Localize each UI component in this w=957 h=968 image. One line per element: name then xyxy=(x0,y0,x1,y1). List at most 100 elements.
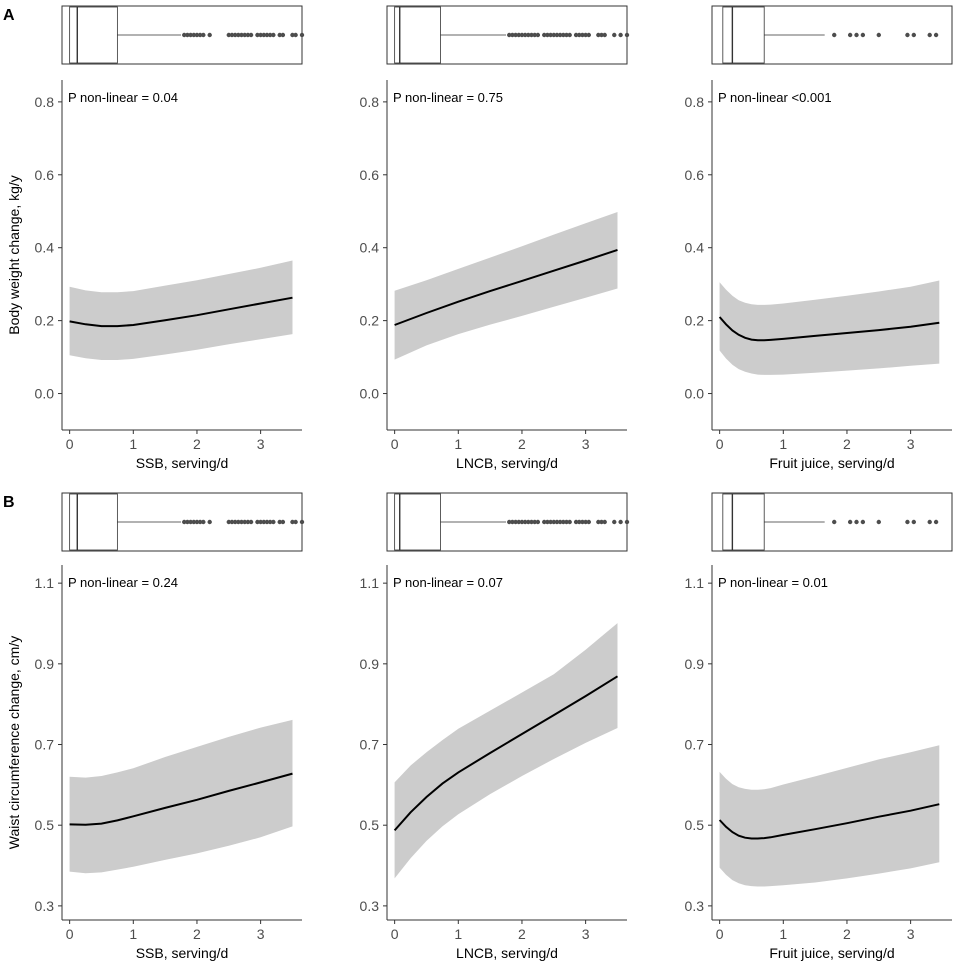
y-tick-label: 0.8 xyxy=(35,94,55,110)
boxplot-frame xyxy=(711,492,953,552)
boxplot-outlier xyxy=(226,32,231,38)
boxplot-outlier xyxy=(513,519,518,525)
boxplot-outlier xyxy=(201,32,206,38)
boxplot-outlier xyxy=(905,32,910,38)
boxplot-outlier xyxy=(599,32,604,38)
boxplot-outlier xyxy=(264,32,270,38)
boxplot-outlier xyxy=(194,32,200,38)
x-tick-label: 1 xyxy=(454,436,462,452)
boxplot-outlier xyxy=(245,32,251,38)
p-nonlinear-annotation: P non-linear <0.001 xyxy=(718,90,832,105)
boxplot-outlier xyxy=(185,32,190,38)
boxplot-outlier xyxy=(191,32,196,38)
x-axis-title: Fruit juice, serving/d xyxy=(769,945,894,961)
y-tick-label: 0.8 xyxy=(685,94,705,110)
boxplot-outlier xyxy=(299,519,305,525)
y-tick-label: 0.9 xyxy=(360,656,380,672)
boxplot-outlier xyxy=(293,519,298,525)
y-tick-label: 1.1 xyxy=(35,575,55,591)
boxplot-outlier xyxy=(248,519,254,525)
boxplot-outlier xyxy=(532,519,537,525)
y-axis-title: Waist circumference change, cm/y xyxy=(6,636,22,849)
x-tick-label: 0 xyxy=(66,926,74,942)
y-tick-label: 0.7 xyxy=(35,737,55,753)
y-tick-label: 0.2 xyxy=(360,313,380,329)
boxplot-outlier xyxy=(612,32,617,38)
p-nonlinear-annotation: P non-linear = 0.75 xyxy=(393,90,503,105)
y-tick-label: 0.0 xyxy=(35,386,55,402)
boxplot-outlier xyxy=(542,32,547,38)
boxplot-outlier xyxy=(529,32,534,38)
x-tick-label: 1 xyxy=(779,926,787,942)
boxplot-outlier xyxy=(927,32,932,38)
boxplot-outlier xyxy=(532,32,537,38)
boxplot-outlier xyxy=(516,32,521,38)
boxplot-outlier xyxy=(267,32,273,38)
y-tick-label: 0.9 xyxy=(35,656,55,672)
boxplot-outlier xyxy=(854,32,859,38)
x-tick-label: 0 xyxy=(716,436,724,452)
y-tick-label: 0.6 xyxy=(360,167,380,183)
x-axis-title: SSB, serving/d xyxy=(136,455,229,471)
boxplot-outlier xyxy=(612,519,617,525)
x-tick-label: 1 xyxy=(779,436,787,452)
y-tick-label: 0.9 xyxy=(685,656,705,672)
x-tick-label: 1 xyxy=(129,436,137,452)
boxplot-outlier xyxy=(876,519,881,525)
boxplot-outlier xyxy=(507,32,512,38)
x-tick-label: 1 xyxy=(454,926,462,942)
boxplot-frame xyxy=(711,5,953,65)
boxplot-outlier xyxy=(602,32,607,38)
x-tick-label: 0 xyxy=(391,436,399,452)
y-tick-label: 0.7 xyxy=(360,737,380,753)
y-tick-label: 0.2 xyxy=(685,313,705,329)
boxplot-outlier xyxy=(280,32,286,38)
boxplot-outlier xyxy=(277,519,282,525)
x-axis-title: LNCB, serving/d xyxy=(456,455,558,471)
boxplot-outlier xyxy=(191,519,196,525)
x-tick-label: 2 xyxy=(193,926,201,942)
confidence-band xyxy=(719,280,940,375)
boxplot-outlier xyxy=(229,32,235,38)
boxplot-outlier xyxy=(226,519,231,525)
x-tick-label: 3 xyxy=(907,436,915,452)
boxplot-outlier xyxy=(854,519,859,525)
boxplot-outlier xyxy=(564,32,569,38)
x-tick-label: 2 xyxy=(843,436,851,452)
estimate-line xyxy=(69,296,293,328)
boxplot-outlier xyxy=(258,32,263,38)
boxplot-outlier xyxy=(526,519,531,525)
boxplot xyxy=(61,492,305,552)
y-tick-label: 0.2 xyxy=(35,313,55,329)
boxplot-outlier xyxy=(264,519,270,525)
boxplot-outlier xyxy=(554,32,560,38)
boxplot-outlier xyxy=(596,32,601,38)
panel-6: 0.3 0.5 0.7 0.9 1.1 0 1 2 3 Fruit juice, serving/… xyxy=(685,492,953,961)
y-tick-label: 0.4 xyxy=(360,240,380,256)
boxplot-outlier xyxy=(545,519,550,525)
boxplot-outlier xyxy=(271,32,276,38)
boxplot-outlier xyxy=(573,519,579,525)
x-tick-label: 2 xyxy=(843,926,851,942)
confidence-band xyxy=(394,623,618,879)
boxplot-outlier xyxy=(290,32,295,38)
boxplot-outlier xyxy=(577,32,582,38)
boxplot-outlier xyxy=(618,519,623,525)
panel-5: 0.3 0.5 0.7 0.9 1.1 0 1 2 3 LNCB, serving/d P non-… xyxy=(360,492,630,961)
y-tick-label: 0.8 xyxy=(360,94,380,110)
boxplot-outlier xyxy=(248,32,254,38)
x-tick-label: 0 xyxy=(66,436,74,452)
estimate-line xyxy=(69,772,293,826)
y-tick-label: 0.3 xyxy=(360,898,380,914)
boxplot-outlier xyxy=(242,519,247,525)
boxplot-outlier xyxy=(299,32,305,38)
boxplot-outlier xyxy=(548,32,553,38)
panel-letter: B xyxy=(3,494,15,511)
boxplot-outlier xyxy=(577,519,582,525)
panel-3: 0.0 0.2 0.4 0.6 0.8 0 1 2 3 Fruit juice, serving/… xyxy=(685,5,953,471)
boxplot-outlier xyxy=(599,519,604,525)
boxplot-outlier xyxy=(548,519,553,525)
boxplot-outlier xyxy=(580,519,585,525)
boxplot-outlier xyxy=(236,519,241,525)
